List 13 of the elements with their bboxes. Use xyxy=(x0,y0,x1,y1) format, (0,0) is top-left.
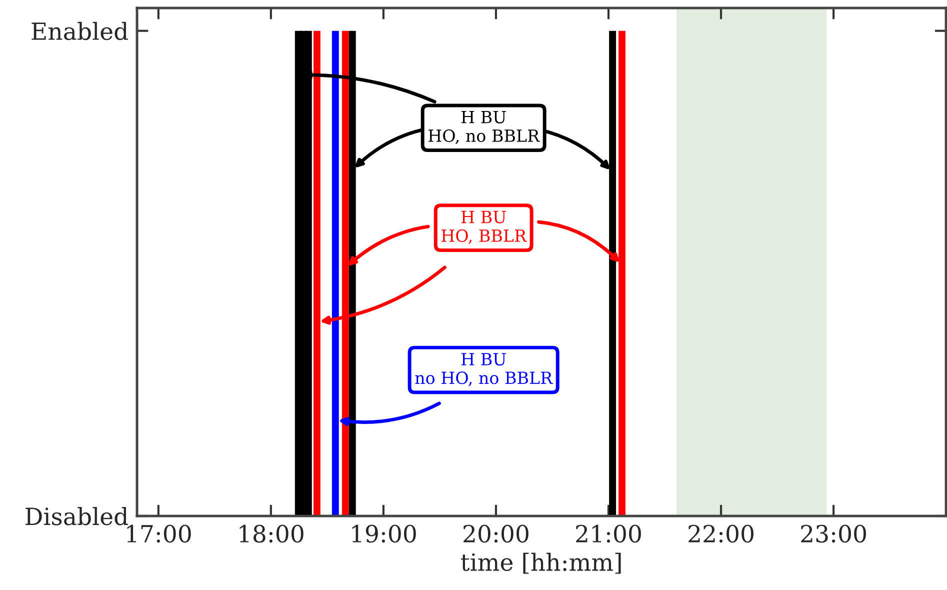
x-tick-label: 18:00 xyxy=(240,524,304,543)
x-tick-label: 20:00 xyxy=(464,524,528,543)
x-tick-label: 17:00 xyxy=(127,524,191,543)
annotation: H BU no HO, no BBLR xyxy=(415,353,554,386)
x-axis-title: time [hh:mm] xyxy=(460,552,621,574)
annotation: H BU HO, BBLR xyxy=(442,210,527,244)
text: Enabled xyxy=(32,22,128,40)
x-tick-label: 23:00 xyxy=(801,524,866,543)
x-tick-label: 22:00 xyxy=(688,524,754,543)
x-tick-label: 21:00 xyxy=(576,524,641,543)
x-tick-label: 19:00 xyxy=(352,524,416,543)
annotation: H BU HO, no BBLR xyxy=(428,110,540,144)
text: Disabled xyxy=(26,507,128,526)
